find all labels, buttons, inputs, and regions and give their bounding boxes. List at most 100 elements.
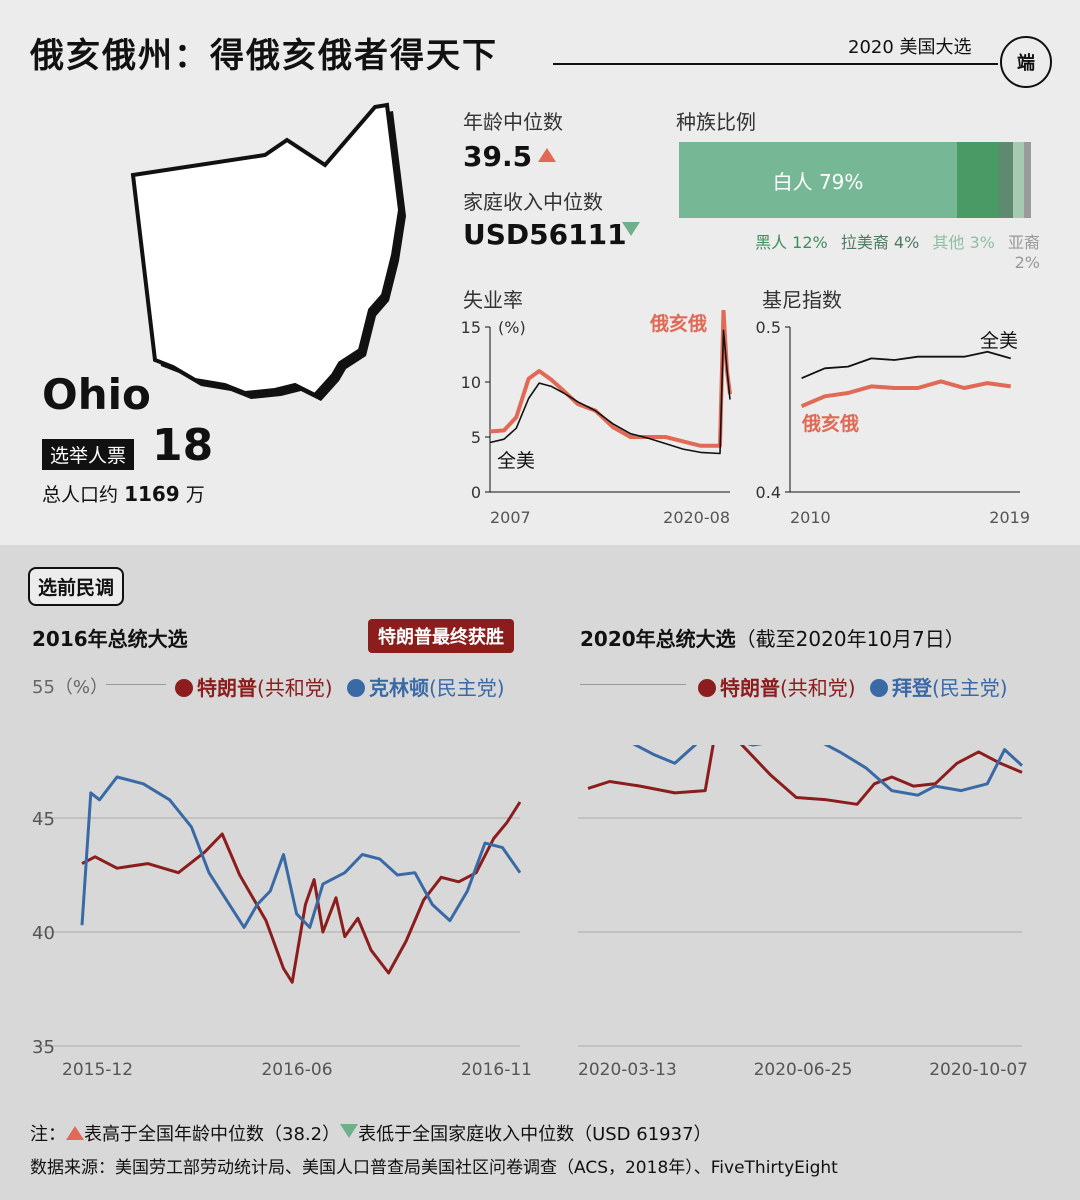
poll-2020-title-suffix: （截至2020年10月7日）: [735, 627, 965, 651]
down-triangle-icon: [622, 222, 640, 236]
biden-dot-icon: [869, 679, 888, 697]
series-line-0: [801, 350, 1011, 380]
series-line-1: [800, 379, 1011, 409]
poll-2020-legend: 特朗普(共和党) 拜登(民主党): [698, 672, 1008, 701]
age-label: 年龄中位数: [463, 110, 563, 134]
population-value: 1169: [124, 482, 180, 506]
title-rule: [553, 63, 998, 65]
legend-rule-2020: [580, 684, 686, 685]
x-tick-label: 2016-11: [461, 1060, 532, 1080]
y-tick-label: 0.4: [756, 483, 781, 502]
us-label: 全美: [497, 450, 535, 472]
poll-2020-title-main: 2020年总统大选: [580, 627, 736, 651]
footnote-up-triangle-icon: [66, 1126, 84, 1140]
x-tick-label: 2020-03-13: [578, 1060, 677, 1080]
footnote-prefix: 注：: [30, 1124, 66, 1145]
top-panel: 俄亥俄州：得俄亥俄者得天下 2020 美国大选 端 Ohio 选举人票 18 总…: [0, 0, 1080, 545]
poll-line-1: [632, 745, 1024, 797]
x-tick-label: 2015-12: [62, 1060, 133, 1080]
race-label: 种族比例: [676, 110, 756, 134]
poll-unit: 55（%）: [32, 673, 108, 699]
electoral-votes-value: 18: [152, 420, 214, 471]
bottom-panel: 选前民调 2016年总统大选 特朗普最终获胜 2020年总统大选（截至2020年…: [0, 545, 1080, 1200]
trump-2020-dot-icon: [698, 679, 716, 697]
x-tick-label: 2016-06: [261, 1060, 332, 1080]
trump-legend-party: (共和党): [257, 676, 333, 700]
y-unit-label: (%): [498, 318, 526, 337]
race-segment-3: [1013, 142, 1024, 218]
winner-badge: 特朗普最终获胜: [368, 619, 514, 653]
age-value: 39.5: [463, 140, 533, 173]
trump-2020-legend-party: (共和党): [780, 676, 856, 700]
race-bar: [679, 142, 1031, 218]
clinton-legend-name: 克林顿: [368, 676, 429, 700]
legend-rule-2016: [106, 684, 166, 685]
population-unit: 万: [185, 484, 205, 506]
series-name: 2020 美国大选: [848, 37, 972, 58]
race-segment-0: [679, 142, 958, 218]
y-tick-label: 15: [461, 318, 481, 337]
trump-2020-legend-name: 特朗普: [720, 676, 780, 700]
poll-2016-title: 2016年总统大选: [32, 627, 188, 651]
y-tick-label: 45: [32, 809, 55, 830]
poll-line-0: [587, 745, 1023, 806]
ohio-map-icon: [130, 102, 406, 401]
x-tick-label: 2010: [790, 508, 831, 527]
y-tick-label: 40: [32, 923, 55, 944]
poll-unit-top-tick: 55: [32, 677, 55, 698]
race-legend: 黑人 12% 拉美裔 4% 其他 3% 亚裔 2%: [720, 229, 1040, 272]
race-segment-4: [1023, 142, 1031, 218]
race-legend-hispanic: 拉美裔 4%: [840, 233, 920, 252]
y-tick-label: 10: [461, 373, 481, 392]
population: 总人口约 1169 万: [42, 480, 205, 507]
up-triangle-icon: [538, 148, 556, 162]
series-line-1: [489, 329, 731, 455]
footnote-down-triangle-icon: [340, 1124, 359, 1138]
y-tick-label: 5: [471, 428, 481, 447]
y-tick-label: 0: [471, 483, 481, 502]
y-tick-label: 0.5: [756, 318, 781, 337]
x-tick-label: 2020-10-07: [929, 1060, 1028, 1080]
footnote-up-text: 表高于全国年龄中位数（38.2）: [84, 1124, 341, 1145]
state-name: Ohio: [42, 370, 151, 419]
race-main-label: 白人 79%: [772, 169, 864, 194]
race-legend-other: 其他 3%: [932, 233, 995, 252]
x-tick-label: 2020-06-25: [754, 1060, 853, 1080]
poll-2020-title: 2020年总统大选（截至2020年10月7日）: [580, 623, 965, 652]
ohio-label: 俄亥俄: [801, 412, 859, 435]
poll-unit-text: （%）: [54, 677, 109, 698]
logo: 端: [1000, 36, 1052, 88]
poll-2020-chart: 2020-03-13 2020-06-25 2020-10-07: [578, 745, 1028, 1080]
clinton-legend-party: (民主党): [428, 676, 505, 700]
x-tick-label: 2020-08: [663, 508, 730, 527]
data-source: 数据来源：美国劳工部劳动统计局、美国人口普查局美国社区问卷调查（ACS，2018…: [30, 1158, 838, 1178]
poll-line-0: [81, 801, 522, 984]
x-tick-label: 2007: [490, 508, 531, 527]
page-title: 俄亥俄州：得俄亥俄者得天下: [30, 36, 498, 76]
income-value: USD56111: [463, 218, 627, 251]
unemployment-title: 失业率: [463, 288, 523, 312]
x-tick-label: 2019: [989, 508, 1030, 527]
race-legend-black: 黑人 12%: [755, 233, 828, 252]
race-segment-1: [957, 142, 1000, 218]
race-segment-2: [999, 142, 1014, 218]
us-label: 全美: [980, 330, 1018, 352]
polls-badge: 选前民调: [28, 567, 125, 606]
ohio-label: 俄亥俄: [649, 312, 707, 335]
footnote: 注： 表高于全国年龄中位数（38.2） 表低于全国家庭收入中位数（USD 61937…: [30, 1120, 712, 1146]
footnote-down-text: 表低于全国家庭收入中位数（USD 61937）: [358, 1124, 712, 1145]
trump-legend-name: 特朗普: [197, 676, 257, 700]
electoral-votes-label: 选举人票: [42, 439, 135, 470]
income-label: 家庭收入中位数: [463, 190, 603, 214]
trump-dot-icon: [175, 679, 193, 697]
gini-title: 基尼指数: [762, 288, 842, 312]
race-legend-asian: 亚裔 2%: [1007, 233, 1040, 272]
poll-line-1: [80, 775, 522, 929]
population-prefix: 总人口约: [42, 484, 119, 506]
biden-legend-party: (民主党): [931, 676, 1008, 700]
poll-2016-legend: 特朗普(共和党) 克林顿(民主党): [175, 672, 505, 701]
clinton-dot-icon: [346, 679, 365, 697]
